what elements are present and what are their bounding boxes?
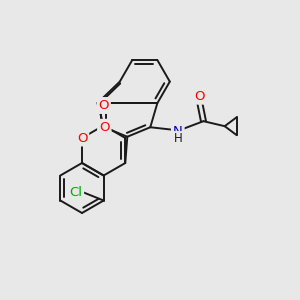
Text: H: H [173, 132, 182, 145]
Text: N: N [173, 125, 183, 138]
Text: Cl: Cl [69, 186, 82, 199]
Text: O: O [77, 131, 87, 145]
Text: O: O [98, 99, 109, 112]
Text: O: O [194, 90, 205, 103]
Text: O: O [99, 121, 110, 134]
